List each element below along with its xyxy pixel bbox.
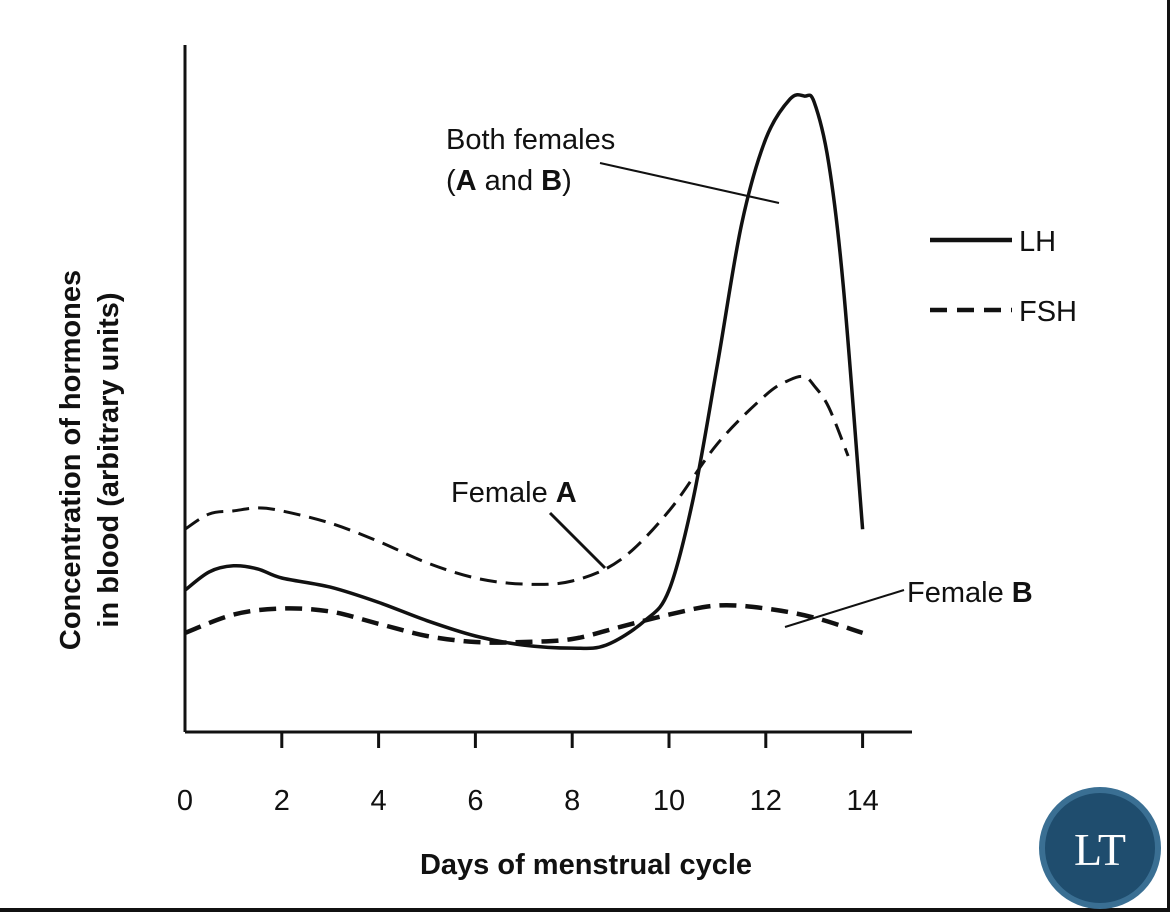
legend: LH FSH xyxy=(930,226,1077,328)
lt-logo-ring xyxy=(1039,787,1161,909)
x-tick-label: 8 xyxy=(564,785,580,817)
annotation-both-females: Both females (A and B) xyxy=(446,124,780,204)
x-tick-label: 12 xyxy=(750,785,782,817)
x-ticks: 0 2 4 6 8 10 12 14 xyxy=(177,732,879,817)
annotation-female-a-label: Female A xyxy=(451,477,577,509)
lt-logo: LT xyxy=(1039,787,1161,909)
annotation-both-females-line2: (A and B) xyxy=(446,165,572,197)
annotation-both-females-line1: Both females xyxy=(446,124,615,156)
y-axis-title-line1: Concentration of hormones xyxy=(55,270,87,650)
x-tick-label: 14 xyxy=(846,785,878,817)
annotation-female-b-label: Female B xyxy=(907,577,1033,609)
annotation-female-a: Female A xyxy=(451,477,607,570)
x-tick-label: 4 xyxy=(371,785,387,817)
lt-logo-text: LT xyxy=(1074,824,1126,875)
series-layer xyxy=(183,93,865,651)
x-tick-label: 2 xyxy=(274,785,290,817)
series-lh xyxy=(183,93,865,651)
series-fsh-female-a xyxy=(184,374,850,586)
annotation-female-b-leader xyxy=(784,589,905,628)
series-fsh-female-b xyxy=(184,602,864,645)
annotation-both-females-leader xyxy=(599,162,780,204)
x-tick-label: 6 xyxy=(467,785,483,817)
x-tick-label: 10 xyxy=(653,785,685,817)
legend-fsh-label: FSH xyxy=(1019,296,1077,328)
y-axis-title-line2: in blood (arbitrary units) xyxy=(93,292,125,627)
annotation-female-b: Female B xyxy=(784,577,1033,628)
x-tick-label: 0 xyxy=(177,785,193,817)
x-axis-title: Days of menstrual cycle xyxy=(420,849,752,881)
y-axis-title: Concentration of hormones in blood (arbi… xyxy=(55,270,125,650)
legend-lh-label: LH xyxy=(1019,226,1056,258)
annotation-female-a-leader xyxy=(548,511,607,570)
